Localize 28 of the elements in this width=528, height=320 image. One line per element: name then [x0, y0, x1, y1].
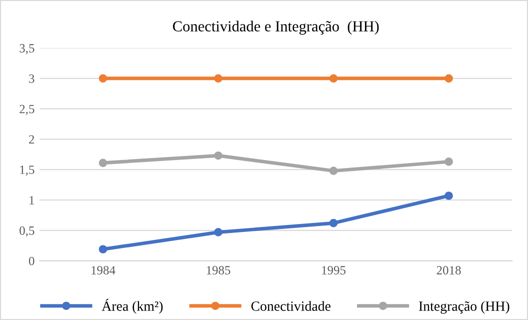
x-tick-label: 2018 — [436, 266, 461, 274]
chart-title: Conectividade e Integração (HH) — [173, 20, 379, 35]
point — [444, 74, 453, 83]
y-tick-label: 0,5 — [20, 226, 34, 237]
point — [214, 228, 222, 236]
point — [329, 74, 338, 83]
point — [444, 192, 453, 200]
y-tick-label: 1,5 — [20, 166, 34, 176]
point — [329, 218, 338, 228]
point — [98, 245, 108, 254]
y-tick-label: 3 — [29, 74, 34, 83]
point — [98, 158, 108, 168]
point — [329, 166, 338, 175]
x-tick-label: 1995 — [322, 266, 346, 274]
legend-label: Conectividade — [251, 301, 330, 311]
x-tick-label: 1984 — [92, 266, 116, 274]
y-tick-label: 1 — [30, 196, 34, 204]
point — [214, 74, 222, 83]
legend-label: Integração (HH) — [418, 301, 510, 314]
legend-label: Área (km²) — [102, 298, 163, 314]
point — [214, 151, 222, 160]
y-tick-label: 0 — [28, 256, 34, 266]
point — [444, 158, 453, 166]
y-tick-label: 2 — [29, 135, 34, 144]
y-tick-label: 3,5 — [20, 44, 34, 54]
x-tick-label: 1985 — [206, 266, 230, 274]
point — [98, 74, 108, 83]
y-tick-label: 2,5 — [20, 104, 34, 116]
